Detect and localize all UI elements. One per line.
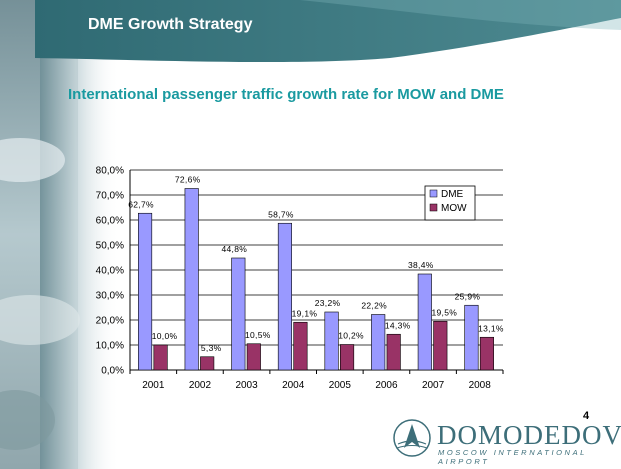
bar-dme: [417, 273, 432, 371]
data-label-mow: 19,5%: [432, 307, 458, 317]
bar-dme: [184, 188, 199, 371]
x-tick-label: 2004: [282, 380, 305, 391]
data-label-dme: 23,2%: [315, 298, 341, 308]
y-tick-label: 30,0%: [96, 291, 124, 302]
y-tick-label: 10,0%: [96, 341, 124, 352]
header-title: DME Growth Strategy: [88, 16, 253, 33]
bar-dme: [277, 222, 292, 371]
bar-mow: [386, 333, 401, 371]
x-tick-label: 2007: [422, 380, 445, 391]
x-tick-label: 2006: [375, 380, 398, 391]
data-label-dme: 62,7%: [128, 199, 154, 209]
bar-mow: [246, 343, 261, 371]
data-label-mow: 13,1%: [478, 323, 504, 333]
bar-dme: [138, 212, 153, 371]
legend-swatch-dme: [429, 189, 438, 198]
data-label-mow: 19,1%: [292, 308, 318, 318]
chart-subtitle: International passenger traffic growth r…: [68, 86, 504, 103]
legend-label-dme: DME: [441, 189, 464, 200]
data-label-dme: 25,9%: [455, 291, 481, 301]
x-tick-label: 2001: [142, 380, 165, 391]
data-label-mow: 10,0%: [152, 331, 178, 341]
bar-mow: [433, 320, 448, 371]
bar-dme: [464, 304, 479, 371]
data-label-dme: 44,8%: [222, 244, 248, 254]
logo-tagline: MOSCOW INTERNATIONAL AIRPORT: [438, 448, 587, 466]
data-label-mow: 10,2%: [338, 331, 364, 341]
bar-mow: [153, 344, 168, 371]
y-tick-label: 0,0%: [101, 366, 124, 377]
page-number: 4: [583, 410, 590, 422]
y-tick-label: 40,0%: [96, 266, 124, 277]
data-label-dme: 58,7%: [268, 209, 294, 219]
data-label-dme: 72,6%: [175, 175, 201, 185]
bar-mow: [200, 356, 215, 371]
legend-swatch-mow: [429, 203, 438, 212]
data-label-mow: 5,3%: [201, 343, 222, 353]
data-label-dme: 22,2%: [361, 301, 387, 311]
x-tick-label: 2003: [235, 380, 258, 391]
data-label-dme: 38,4%: [408, 260, 434, 270]
y-tick-label: 60,0%: [96, 216, 124, 227]
y-tick-label: 70,0%: [96, 191, 124, 202]
domodedovo-emblem-icon: [393, 419, 431, 457]
y-tick-label: 50,0%: [96, 241, 124, 252]
bar-dme: [371, 314, 386, 371]
bar-dme: [324, 311, 339, 371]
bar-mow: [293, 321, 308, 371]
y-tick-label: 20,0%: [96, 316, 124, 327]
bar-mow: [340, 344, 355, 371]
logo-wordmark: DOMODEDOVO: [437, 420, 621, 450]
x-tick-label: 2008: [469, 380, 492, 391]
data-label-mow: 14,3%: [385, 320, 411, 330]
legend-label-mow: MOW: [441, 203, 467, 214]
bar-mow: [479, 336, 494, 371]
bar-dme: [231, 257, 246, 371]
x-tick-label: 2002: [189, 380, 212, 391]
y-tick-label: 80,0%: [96, 166, 124, 177]
data-label-mow: 10,5%: [245, 330, 271, 340]
x-tick-label: 2005: [329, 380, 352, 391]
